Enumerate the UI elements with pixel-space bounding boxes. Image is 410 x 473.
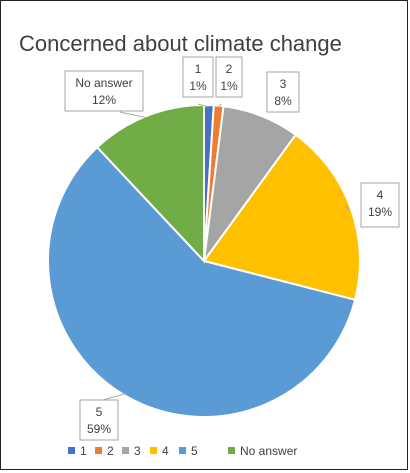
chart-title: Concerned about climate change xyxy=(19,31,342,56)
legend-label: 2 xyxy=(107,444,114,458)
data-label-percent: 1% xyxy=(220,79,238,93)
legend-swatch xyxy=(95,447,102,454)
data-label-category: 5 xyxy=(96,405,103,419)
legend-label: 4 xyxy=(162,444,169,458)
leader-line xyxy=(344,205,350,210)
data-label-box xyxy=(182,56,214,98)
data-label-category: 3 xyxy=(280,77,287,91)
data-label-percent: 19% xyxy=(368,205,392,219)
data-label-category: 1 xyxy=(195,62,202,76)
leader-line xyxy=(218,103,222,108)
legend-label: No answer xyxy=(240,444,297,458)
data-label-category: 4 xyxy=(377,188,384,202)
data-label-percent: 12% xyxy=(92,93,116,107)
data-label-category: No answer xyxy=(75,76,132,90)
data-label-box xyxy=(79,399,119,441)
legend-swatch xyxy=(228,447,235,454)
legend-swatch xyxy=(150,447,157,454)
pie-slice-5 xyxy=(47,145,357,418)
data-label-category: 2 xyxy=(226,62,233,76)
leader-line xyxy=(102,393,126,401)
legend-swatch xyxy=(68,447,75,454)
data-label-box xyxy=(360,182,400,228)
legend-label: 5 xyxy=(191,444,198,458)
data-label-percent: 8% xyxy=(274,94,292,108)
legend-label: 1 xyxy=(80,444,87,458)
legend-swatch xyxy=(122,447,129,454)
leader-line xyxy=(119,111,148,119)
data-label-box xyxy=(266,71,300,113)
data-label-percent: 59% xyxy=(87,422,111,436)
data-label-percent: 1% xyxy=(189,79,207,93)
pie-slice-no-answer xyxy=(95,103,205,264)
legend-swatch xyxy=(179,447,186,454)
legend-label: 3 xyxy=(134,444,141,458)
data-label-box xyxy=(64,70,144,112)
pie-slice-4 xyxy=(202,133,361,302)
data-label-box xyxy=(215,56,243,98)
leader-line xyxy=(260,117,276,125)
leader-line xyxy=(197,103,209,108)
